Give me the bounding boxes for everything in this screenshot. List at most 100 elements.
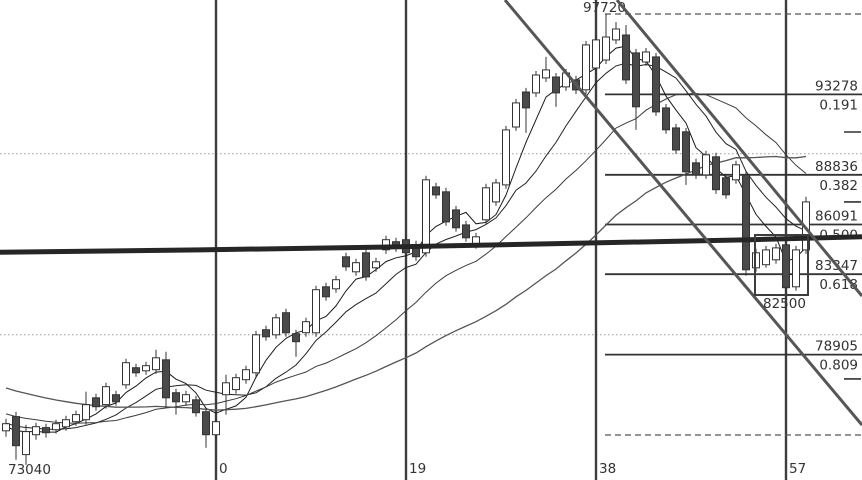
candle-up bbox=[492, 182, 500, 203]
candle-up bbox=[302, 321, 310, 334]
candle-up bbox=[62, 419, 70, 428]
candle-up bbox=[272, 317, 280, 336]
axis-labels: 0 19 38 57 73040 bbox=[8, 461, 806, 478]
candle-up bbox=[602, 36, 610, 61]
candle-up bbox=[72, 414, 80, 423]
candle-down bbox=[522, 91, 530, 109]
candle-up bbox=[232, 377, 240, 391]
ma-line-20 bbox=[5, 92, 807, 424]
candle-down bbox=[362, 252, 370, 278]
candle-down bbox=[452, 209, 460, 229]
candle-down bbox=[462, 224, 470, 239]
channel-trendline bbox=[503, 0, 862, 426]
candle-up bbox=[772, 247, 780, 261]
svg-text:97720: 97720 bbox=[583, 0, 626, 16]
svg-text:73040: 73040 bbox=[8, 462, 51, 478]
candle-up bbox=[22, 431, 30, 456]
candle-up bbox=[792, 249, 800, 288]
candle-down bbox=[662, 107, 670, 131]
candle-up bbox=[252, 334, 260, 374]
candle-up bbox=[2, 423, 10, 432]
candle-up bbox=[502, 129, 510, 186]
candle-up bbox=[592, 39, 600, 69]
candle-up bbox=[122, 362, 130, 386]
svg-text:93278: 93278 bbox=[815, 78, 858, 94]
candle-down bbox=[172, 392, 180, 403]
candle-up bbox=[422, 179, 430, 254]
candle-up bbox=[582, 44, 590, 91]
trendlines[interactable] bbox=[503, 0, 862, 426]
svg-text:0: 0 bbox=[219, 461, 228, 477]
candle-down bbox=[322, 286, 330, 298]
candle-up bbox=[32, 426, 40, 436]
candle-down bbox=[92, 397, 100, 408]
candle-down bbox=[742, 174, 750, 271]
svg-text:19: 19 bbox=[409, 461, 426, 477]
candle-up bbox=[762, 249, 770, 266]
candle-down bbox=[632, 52, 640, 108]
candle-down bbox=[262, 329, 270, 338]
svg-text:0.191: 0.191 bbox=[819, 97, 858, 113]
candle-up bbox=[612, 28, 620, 41]
svg-text:78905: 78905 bbox=[815, 339, 858, 355]
candle-up bbox=[642, 51, 650, 63]
candle-down bbox=[652, 56, 660, 113]
candle-down bbox=[692, 162, 700, 176]
candle-down bbox=[442, 191, 450, 223]
candle-down bbox=[782, 244, 790, 289]
candle-up bbox=[212, 421, 220, 436]
candle-down bbox=[722, 177, 730, 196]
right-ticks bbox=[844, 131, 861, 380]
candle-up bbox=[352, 262, 360, 273]
candle-up bbox=[102, 386, 110, 406]
candle-down bbox=[162, 359, 170, 399]
candle-up bbox=[52, 423, 60, 431]
svg-text:38: 38 bbox=[599, 461, 616, 477]
ma-line-40 bbox=[5, 155, 807, 411]
candle-down bbox=[202, 411, 210, 436]
candle-down bbox=[672, 127, 680, 151]
highlight-box[interactable]: 82500 bbox=[754, 234, 809, 312]
svg-text:88836: 88836 bbox=[815, 159, 858, 175]
thick-ma bbox=[0, 234, 862, 255]
candle-down bbox=[342, 256, 350, 268]
candle-down bbox=[682, 131, 690, 173]
svg-text:57: 57 bbox=[789, 461, 806, 477]
ma-line-10 bbox=[5, 62, 807, 430]
svg-text:86091: 86091 bbox=[815, 209, 858, 225]
svg-text:0.809: 0.809 bbox=[819, 358, 858, 374]
candle-up bbox=[332, 279, 340, 290]
candle-down bbox=[712, 156, 720, 191]
candle-down bbox=[432, 186, 440, 196]
pattern-box bbox=[754, 234, 809, 296]
candle-up bbox=[702, 154, 710, 176]
candle-down bbox=[192, 399, 200, 414]
thick-ma-line bbox=[0, 234, 862, 255]
candle-up bbox=[82, 404, 90, 421]
candle-up bbox=[182, 394, 190, 403]
candle-down bbox=[12, 416, 20, 447]
candle-down bbox=[282, 312, 290, 334]
candle-down bbox=[112, 394, 120, 403]
candle-up bbox=[222, 382, 230, 396]
candle-down bbox=[622, 34, 630, 81]
candle-up bbox=[512, 102, 520, 128]
candle-up bbox=[142, 365, 150, 372]
candle-up bbox=[532, 74, 540, 94]
candle-down bbox=[132, 367, 140, 374]
candle-up bbox=[152, 357, 160, 371]
svg-text:82500: 82500 bbox=[763, 296, 806, 312]
channel-trendline bbox=[615, 0, 862, 297]
svg-text:0.382: 0.382 bbox=[819, 178, 858, 194]
candle-down bbox=[292, 333, 300, 343]
candle-down bbox=[552, 76, 560, 94]
candle-up bbox=[242, 369, 250, 381]
candle-up bbox=[542, 69, 550, 79]
candle-up bbox=[482, 187, 490, 221]
candle-up bbox=[732, 164, 740, 181]
candle-down bbox=[42, 427, 50, 434]
candle-up bbox=[312, 289, 320, 334]
candle-up bbox=[372, 261, 380, 269]
